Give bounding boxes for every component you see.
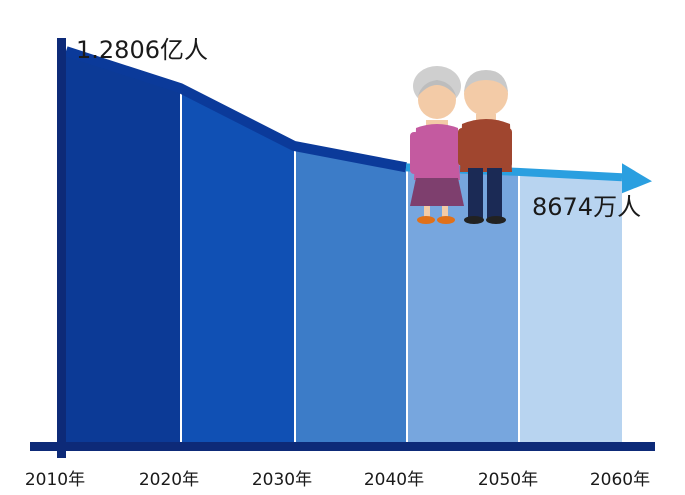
y-axis <box>57 38 66 458</box>
x-tick-label: 2060年 <box>590 470 650 490</box>
x-tick-label: 2030年 <box>252 470 312 490</box>
x-tick-label: 2010年 <box>25 470 85 490</box>
area-segment <box>408 167 518 443</box>
x-axis <box>30 442 655 451</box>
x-tick-label: 2020年 <box>139 470 199 490</box>
x-tick-labels: 2010年 2020年 2030年 2040年 2050年 2060年 <box>25 470 650 490</box>
start-value-label: 1.2806亿人 <box>76 36 208 64</box>
area-segment <box>66 51 180 443</box>
elderly-couple-illustration <box>410 66 512 224</box>
area-segment <box>296 145 406 442</box>
area-segment <box>520 171 622 442</box>
trend-line <box>64 46 407 173</box>
trend-arrowhead <box>622 163 652 194</box>
area-segment <box>182 87 294 443</box>
x-tick-label: 2040年 <box>364 470 424 490</box>
grandmother-figure <box>410 66 464 224</box>
x-tick-label: 2050年 <box>478 470 538 490</box>
area-segments <box>66 51 622 443</box>
grandfather-figure <box>458 70 512 224</box>
end-value-label: 8674万人 <box>532 193 641 221</box>
